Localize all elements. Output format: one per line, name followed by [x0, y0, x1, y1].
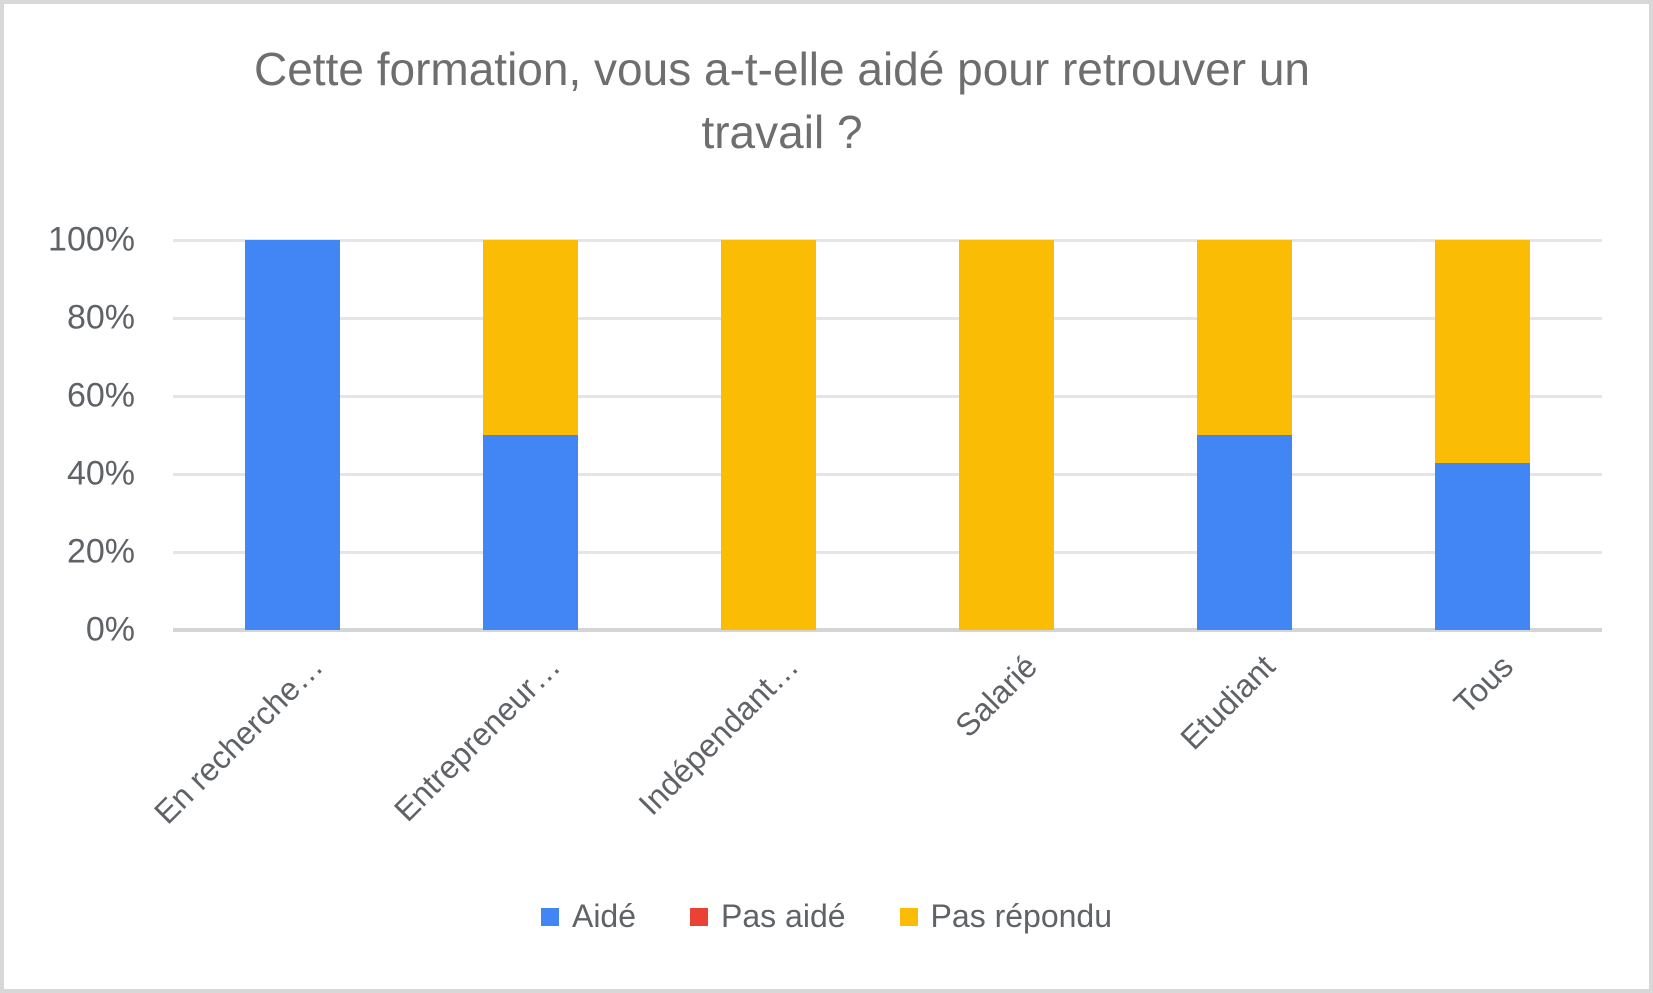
gridline [173, 551, 1602, 554]
bar-segment [482, 435, 578, 630]
gridline [173, 317, 1602, 320]
gridline [173, 395, 1602, 398]
y-tick-label: 60% [66, 376, 135, 415]
legend-item-pas-repondu: Pas répondu [899, 898, 1113, 935]
bar-column-1 [244, 240, 340, 630]
x-axis-label: Salarié [948, 648, 1045, 744]
bar-column-6 [1435, 240, 1531, 630]
bar-column-4 [959, 240, 1055, 630]
legend-label-pas-repondu: Pas répondu [930, 898, 1113, 934]
legend-item-aide: Aidé [540, 898, 637, 935]
bar-segment [482, 240, 578, 435]
legend-swatch-aide [540, 907, 559, 926]
bar-segment [1435, 462, 1531, 630]
bar-column-2 [482, 240, 578, 630]
gridline [173, 239, 1602, 242]
bar-column-5 [1197, 240, 1293, 630]
legend-swatch-pas-aide [690, 907, 709, 926]
legend-label-aide: Aidé [571, 898, 637, 934]
y-tick-label: 0% [85, 610, 135, 649]
bar-segment [720, 240, 816, 630]
legend: Aidé Pas aidé Pas répondu [0, 898, 1653, 935]
y-tick-label: 40% [66, 454, 135, 493]
x-axis-label: Tous [1447, 648, 1521, 722]
gridline [173, 473, 1602, 476]
plot-area [173, 239, 1602, 632]
x-axis-line [173, 628, 1602, 632]
y-tick-label: 80% [66, 298, 135, 337]
y-tick-label: 100% [48, 220, 135, 259]
legend-item-pas-aide: Pas aidé [690, 898, 846, 935]
y-axis: 100% 80% 60% 40% 20% 0% [0, 221, 135, 649]
bar-segment [959, 240, 1055, 630]
chart-title: Cette formation, vous a-t-elle aidé pour… [254, 43, 1310, 159]
x-axis-label: En recherche… [146, 648, 330, 831]
y-tick-label: 20% [66, 532, 135, 571]
bar-segment [1197, 435, 1293, 630]
bar-segment [1197, 240, 1293, 435]
legend-label-pas-aide: Pas aidé [721, 898, 846, 934]
bar-segment [244, 240, 340, 630]
x-axis-label: Etudiant [1173, 648, 1283, 757]
legend-swatch-pas-repondu [899, 907, 918, 926]
bar-column-3 [720, 240, 816, 630]
x-axis-label: Indépendant… [631, 648, 806, 822]
bar-segment [1435, 240, 1531, 463]
x-axis-label: Entrepreneur… [387, 648, 568, 829]
